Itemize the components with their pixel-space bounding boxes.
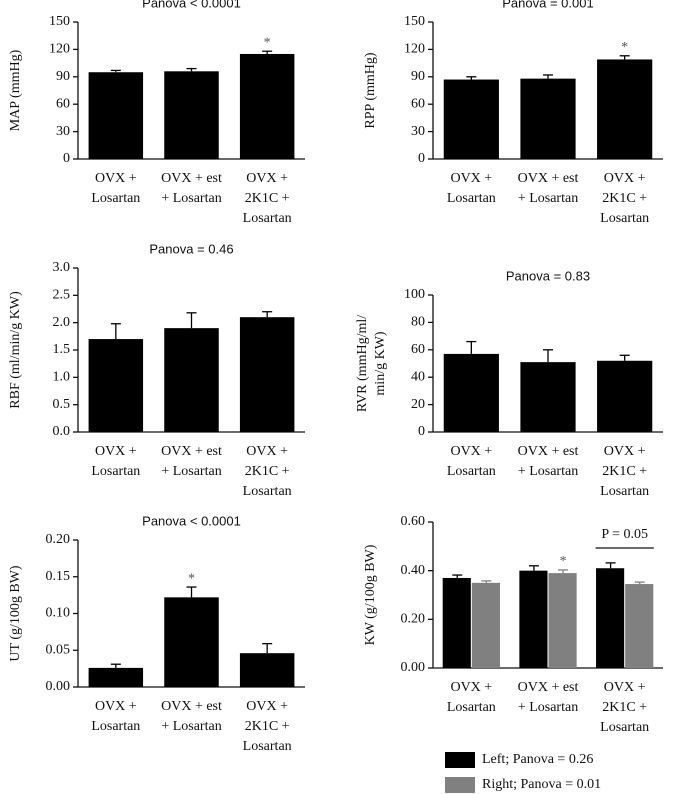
- y-tick-label: 120: [404, 42, 425, 57]
- bar: [164, 597, 219, 687]
- x-tick-label: OVX + Losartan: [447, 444, 496, 479]
- x-tick-label: OVX + Losartan: [91, 171, 140, 206]
- y-tick-label: 0: [418, 151, 425, 166]
- y-tick-label: 60: [56, 96, 70, 111]
- y-axis-label: KW (g/100g BW): [363, 544, 378, 645]
- y-tick-label: 150: [49, 14, 70, 29]
- y-tick-label: 0.20: [46, 532, 71, 547]
- chart-title: Panova = 0.83: [506, 268, 590, 283]
- x-tick-label: OVX + Losartan: [91, 699, 140, 734]
- bar: [164, 71, 219, 159]
- bar: [596, 568, 625, 668]
- y-tick-label: 2.5: [53, 288, 71, 303]
- y-tick-label: 0: [63, 151, 70, 166]
- x-tick-label: OVX +2K1C + Losartan: [600, 444, 649, 499]
- y-tick-label: 0.10: [46, 606, 71, 621]
- chart-title: Panova < 0.0001: [142, 0, 241, 10]
- bar: [597, 360, 653, 432]
- bar: [520, 362, 576, 432]
- bar: [471, 582, 500, 668]
- chart-title: Panova = 0.46: [149, 241, 233, 256]
- bar: [597, 59, 653, 159]
- significance-marker: *: [621, 40, 628, 55]
- x-tick-label: OVX +2K1C + Losartan: [600, 171, 649, 226]
- chart-title: Panova = 0.001: [502, 0, 593, 10]
- bar: [625, 584, 654, 668]
- bar: [88, 339, 144, 432]
- y-tick-label: 0.5: [53, 397, 71, 412]
- y-axis-label: UT (g/100g BW): [8, 565, 23, 662]
- y-tick-label: 90: [56, 69, 70, 84]
- bracket-label: P = 0.05: [601, 527, 648, 542]
- bar: [442, 577, 471, 668]
- bar: [164, 328, 219, 432]
- y-tick-label: 1.5: [53, 342, 71, 357]
- significance-marker: *: [560, 554, 567, 569]
- bar: [239, 317, 295, 432]
- y-tick-label: 100: [404, 287, 425, 302]
- bar: [520, 78, 576, 159]
- legend-label: Left; Panova = 0.26: [482, 752, 593, 767]
- x-tick-label: OVX + Losartan: [447, 680, 496, 715]
- x-tick-label: OVX + est + Losartan: [161, 444, 222, 479]
- bar: [443, 79, 499, 159]
- bar: [443, 353, 499, 432]
- x-tick-label: OVX +2K1C + Losartan: [600, 680, 649, 735]
- y-tick-label: 60: [411, 96, 425, 111]
- bar: [88, 72, 144, 159]
- legend-swatch: [445, 752, 475, 768]
- chart-title: Panova < 0.0001: [142, 513, 241, 528]
- x-tick-label: OVX + est + Losartan: [518, 171, 579, 206]
- y-axis-label: MAP (mmHg): [8, 49, 23, 131]
- y-tick-label: 0: [418, 424, 425, 439]
- x-tick-label: OVX + est + Losartan: [518, 680, 579, 715]
- bar: [239, 653, 295, 687]
- y-tick-label: 120: [49, 42, 70, 57]
- y-tick-label: 80: [411, 315, 425, 330]
- legend-swatch: [445, 777, 475, 793]
- y-tick-label: 0.40: [401, 563, 426, 578]
- x-tick-label: OVX + est + Losartan: [518, 444, 579, 479]
- bar: [88, 667, 144, 687]
- y-tick-label: 2.0: [53, 315, 71, 330]
- y-tick-label: 90: [411, 69, 425, 84]
- y-tick-label: 1.0: [53, 370, 71, 385]
- y-tick-label: 0.00: [401, 660, 426, 675]
- x-tick-label: OVX + est + Losartan: [161, 171, 222, 206]
- x-tick-label: OVX + Losartan: [447, 171, 496, 206]
- y-tick-label: 40: [411, 369, 425, 384]
- y-axis-label: RBF (ml/min/g KW): [8, 291, 23, 409]
- x-tick-label: OVX +2K1C + Losartan: [243, 699, 292, 754]
- x-tick-label: OVX +2K1C + Losartan: [243, 444, 292, 499]
- y-tick-label: 0.15: [46, 569, 71, 584]
- x-tick-label: OVX +2K1C + Losartan: [243, 171, 292, 226]
- y-tick-label: 150: [404, 14, 425, 29]
- y-tick-label: 0.20: [401, 612, 426, 627]
- bar: [239, 53, 295, 159]
- x-tick-label: OVX + est + Losartan: [161, 699, 222, 734]
- y-tick-label: 0.0: [53, 424, 71, 439]
- y-tick-label: 20: [411, 397, 425, 412]
- bar: [519, 570, 548, 668]
- y-tick-label: 30: [411, 124, 425, 139]
- y-tick-label: 0.60: [401, 514, 426, 529]
- significance-marker: *: [264, 35, 271, 50]
- y-tick-label: 0.00: [46, 679, 71, 694]
- significance-marker: *: [188, 571, 195, 586]
- y-tick-label: 3.0: [53, 260, 71, 275]
- y-tick-label: 60: [411, 342, 425, 357]
- y-tick-label: 0.05: [46, 642, 71, 657]
- y-axis-label: RVR (mmHg/ml/min/g KW): [355, 315, 388, 412]
- y-axis-label: RPP (mmHg): [363, 52, 378, 128]
- x-tick-label: OVX + Losartan: [91, 444, 140, 479]
- bar: [548, 573, 577, 668]
- legend-label: Right; Panova = 0.01: [482, 777, 601, 792]
- y-tick-label: 30: [56, 124, 70, 139]
